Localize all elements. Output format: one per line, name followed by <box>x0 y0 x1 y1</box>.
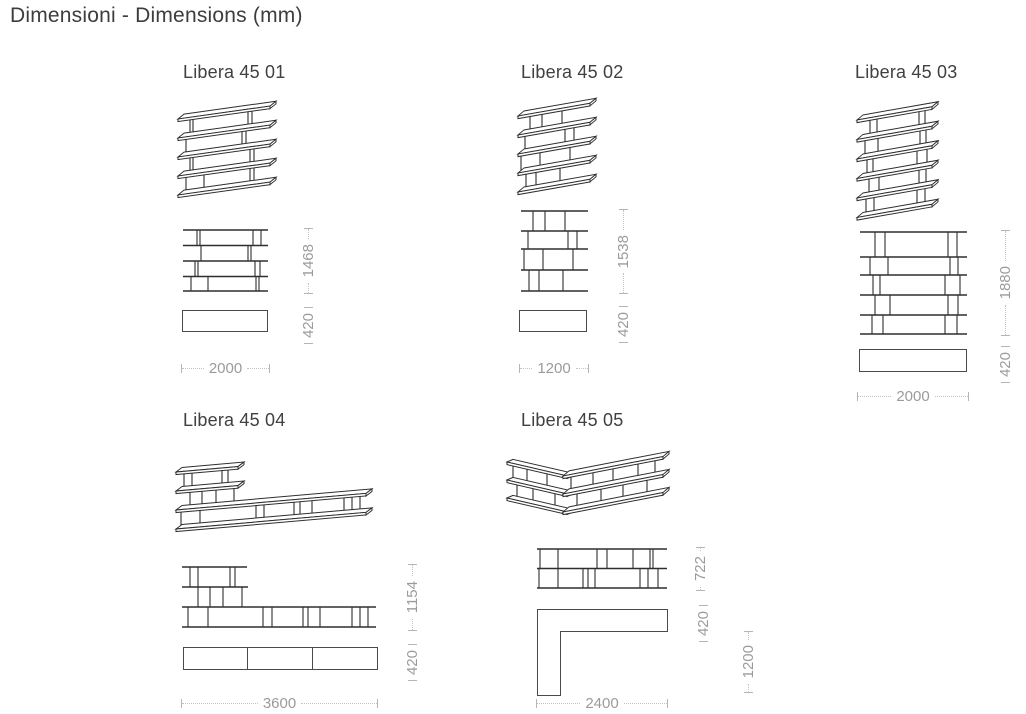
return-depth-value: 1200 <box>739 645 757 679</box>
height-dimension: 1880 <box>996 230 1014 336</box>
page-title: Dimensioni - Dimensions (mm) <box>10 4 303 27</box>
plan-view <box>182 310 268 332</box>
front-elevation <box>860 231 967 335</box>
depth-dimension: 420 <box>299 307 317 345</box>
height-value: 1538 <box>614 234 632 269</box>
isometric-view <box>855 100 940 221</box>
width-value: 2000 <box>208 359 243 377</box>
depth-dimension: 420 <box>694 605 712 643</box>
front-elevation <box>521 210 588 292</box>
model-title: Libera 45 04 <box>183 410 286 430</box>
depth-dimension: 420 <box>614 306 632 344</box>
model-title: Libera 45 01 <box>183 62 286 82</box>
depth-value: 420 <box>299 313 317 339</box>
width-value: 3600 <box>262 694 297 712</box>
front-elevation <box>182 566 376 628</box>
height-dimension: 722 <box>691 547 709 591</box>
depth-value: 420 <box>694 611 712 637</box>
isometric-view <box>505 450 671 516</box>
height-value: 1154 <box>403 581 421 614</box>
isometric-view <box>516 97 598 196</box>
front-elevation <box>537 548 667 589</box>
model-title: Libera 45 05 <box>521 410 624 430</box>
height-value: 1468 <box>299 244 317 278</box>
width-dimension: 2400 <box>536 695 668 711</box>
width-dimension: 2000 <box>181 360 270 376</box>
depth-value: 420 <box>403 650 421 676</box>
plan-view <box>519 310 587 332</box>
height-value: 722 <box>691 556 709 582</box>
height-value: 1880 <box>996 266 1014 300</box>
height-dimension: 1154 <box>403 564 421 632</box>
height-dimension: 1468 <box>299 228 317 294</box>
width-value: 2000 <box>896 387 930 405</box>
isometric-view <box>176 100 278 199</box>
depth-dimension: 420 <box>996 346 1014 384</box>
isometric-view <box>174 461 374 533</box>
width-dimension: 1200 <box>519 360 589 376</box>
depth-dimension: 420 <box>403 644 421 682</box>
plan-view <box>183 647 378 670</box>
depth-value: 420 <box>996 352 1014 378</box>
plan-view <box>537 609 668 696</box>
width-dimension: 2000 <box>857 388 969 404</box>
height-dimension: 1538 <box>614 209 632 294</box>
model-title: Libera 45 02 <box>521 62 624 82</box>
width-value: 1200 <box>537 359 571 377</box>
model-title: Libera 45 03 <box>855 62 958 82</box>
front-elevation <box>183 229 268 292</box>
plan-view <box>859 349 967 372</box>
width-value: 2400 <box>585 694 619 712</box>
depth-value: 420 <box>614 312 632 338</box>
width-dimension: 3600 <box>181 695 378 711</box>
return-depth-dimension: 1200 <box>739 631 757 693</box>
